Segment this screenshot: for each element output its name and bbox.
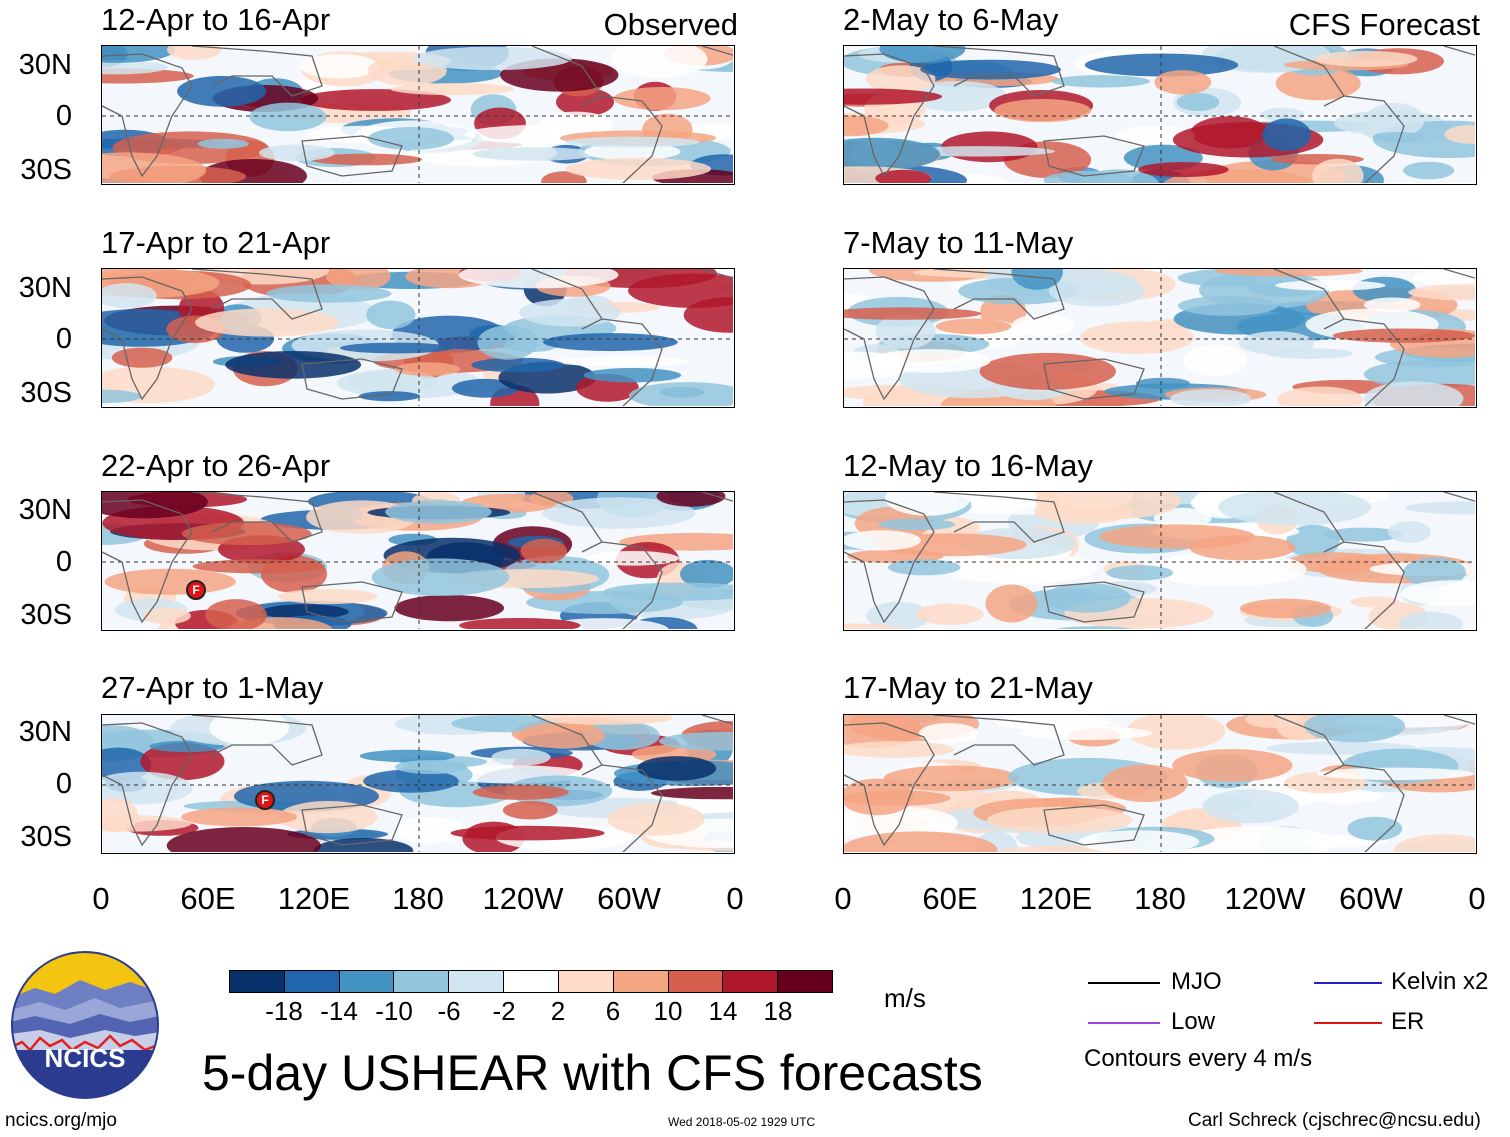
lat-label-eq: 0 [55, 768, 72, 800]
panel-title-fc-4: 17-May to 21-May [843, 670, 1093, 705]
colorbar [229, 970, 833, 993]
footer-credit: Carl Schreck (cjschrec@ncsu.edu) [1188, 1110, 1481, 1131]
panel-title-fc-1: 2-May to 6-May [843, 2, 1059, 37]
colorbar-tick-label: -10 [375, 996, 413, 1026]
lon-label: 0 [726, 881, 744, 916]
ncics-logo-icon [11, 951, 159, 1099]
map-panel-fc-3 [843, 491, 1477, 631]
map-panel-obs-3 [101, 491, 735, 631]
anomaly-field [844, 715, 1475, 852]
storm-marker-icon: F [255, 790, 275, 810]
lat-label-eq: 0 [55, 546, 72, 578]
lat-label-30n: 30N [18, 49, 72, 81]
legend-label-mjo: MJO [1171, 968, 1222, 995]
lat-label-30s: 30S [20, 154, 72, 186]
lat-label-eq: 0 [55, 100, 72, 132]
lon-label: 0 [834, 881, 852, 916]
lat-label-eq: 0 [55, 323, 72, 355]
anomaly-field [102, 269, 733, 406]
lon-label: 0 [92, 881, 110, 916]
lon-label: 60E [180, 881, 236, 916]
lon-label: 120E [1019, 881, 1093, 916]
map-panel-obs-4 [101, 714, 735, 854]
anomaly-field [844, 492, 1475, 629]
map-panel-obs-2 [101, 268, 735, 408]
colorbar-tick-label: -14 [320, 996, 358, 1026]
lat-label-30n: 30N [18, 716, 72, 748]
legend-label-er: ER [1391, 1008, 1425, 1035]
colorbar-tick-label: 18 [763, 996, 793, 1026]
panel-title-obs-2: 17-Apr to 21-Apr [101, 225, 331, 260]
lat-label-30s: 30S [20, 821, 72, 853]
map-panel-fc-4 [843, 714, 1477, 854]
lon-label: 60W [1339, 881, 1403, 916]
colorbar-swatch [393, 971, 449, 992]
legend-line-kelvin [1314, 982, 1382, 984]
colorbar-swatch [503, 971, 558, 992]
legend-line-er [1314, 1022, 1382, 1024]
lon-label: 120W [482, 881, 564, 916]
colorbar-swatch [667, 971, 723, 992]
logo-text: NCICS [44, 1043, 126, 1073]
panel-title-fc-3: 12-May to 16-May [843, 448, 1093, 483]
legend-label-kelvin: Kelvin x2 [1391, 968, 1489, 995]
anomaly-field [102, 492, 733, 629]
ncics-logo: NCICS [10, 950, 160, 1100]
colorbar-tick-label: -6 [437, 996, 461, 1026]
panel-title-fc-2: 7-May to 11-May [843, 225, 1074, 260]
colorbar-swatch [557, 971, 613, 992]
lon-label: 180 [392, 881, 444, 916]
map-panel-fc-1 [843, 45, 1477, 185]
anomaly-field [102, 46, 733, 183]
contour-note: Contours every 4 m/s [1084, 1045, 1313, 1072]
colorbar-swatch [338, 971, 394, 992]
colorbar-swatch [448, 971, 504, 992]
lat-label-30s: 30S [20, 599, 72, 631]
colorbar-tick-label: -18 [265, 996, 303, 1026]
colorbar-swatch [283, 971, 339, 992]
anomaly-field [102, 715, 733, 852]
lat-label-30s: 30S [20, 377, 72, 409]
colorbar-swatch [777, 971, 832, 992]
storm-marker-icon: F [186, 580, 206, 600]
panel-title-obs-1: 12-Apr to 16-Apr [101, 2, 331, 37]
lon-label: 0 [1468, 881, 1486, 916]
colorbar-tick-label: 14 [708, 996, 738, 1026]
observed-heading: Observed [603, 7, 738, 42]
legend-line-mjo [1088, 982, 1160, 984]
footer-timestamp: Wed 2018-05-02 1929 UTC [668, 1115, 816, 1129]
panel-title-obs-4: 27-Apr to 1-May [101, 670, 324, 705]
panel-title-obs-3: 22-Apr to 26-Apr [101, 448, 331, 483]
main-title: 5-day USHEAR with CFS forecasts [202, 1045, 983, 1101]
colorbar-tick-label: 2 [550, 996, 566, 1026]
lon-label: 120W [1224, 881, 1306, 916]
lon-label: 60E [922, 881, 978, 916]
map-panel-obs-1 [101, 45, 735, 185]
lon-label: 60W [597, 881, 661, 916]
colorbar-swatch [612, 971, 668, 992]
map-panel-fc-2 [843, 268, 1477, 408]
lon-label: 180 [1134, 881, 1186, 916]
lat-label-30n: 30N [18, 494, 72, 526]
colorbar-tick-label: 10 [653, 996, 683, 1026]
colorbar-swatch [230, 971, 284, 992]
lat-label-30n: 30N [18, 272, 72, 304]
colorbar-tick-label: 6 [605, 996, 621, 1026]
legend-line-low [1088, 1022, 1160, 1024]
lon-label: 120E [277, 881, 351, 916]
forecast-heading: CFS Forecast [1288, 7, 1480, 42]
anomaly-field [844, 269, 1475, 406]
footer-url[interactable]: ncics.org/mjo [5, 1110, 117, 1131]
legend-label-low: Low [1171, 1008, 1216, 1035]
colorbar-units: m/s [884, 983, 926, 1013]
colorbar-tick-label: -2 [492, 996, 516, 1026]
colorbar-swatch [722, 971, 778, 992]
anomaly-field [844, 46, 1475, 183]
